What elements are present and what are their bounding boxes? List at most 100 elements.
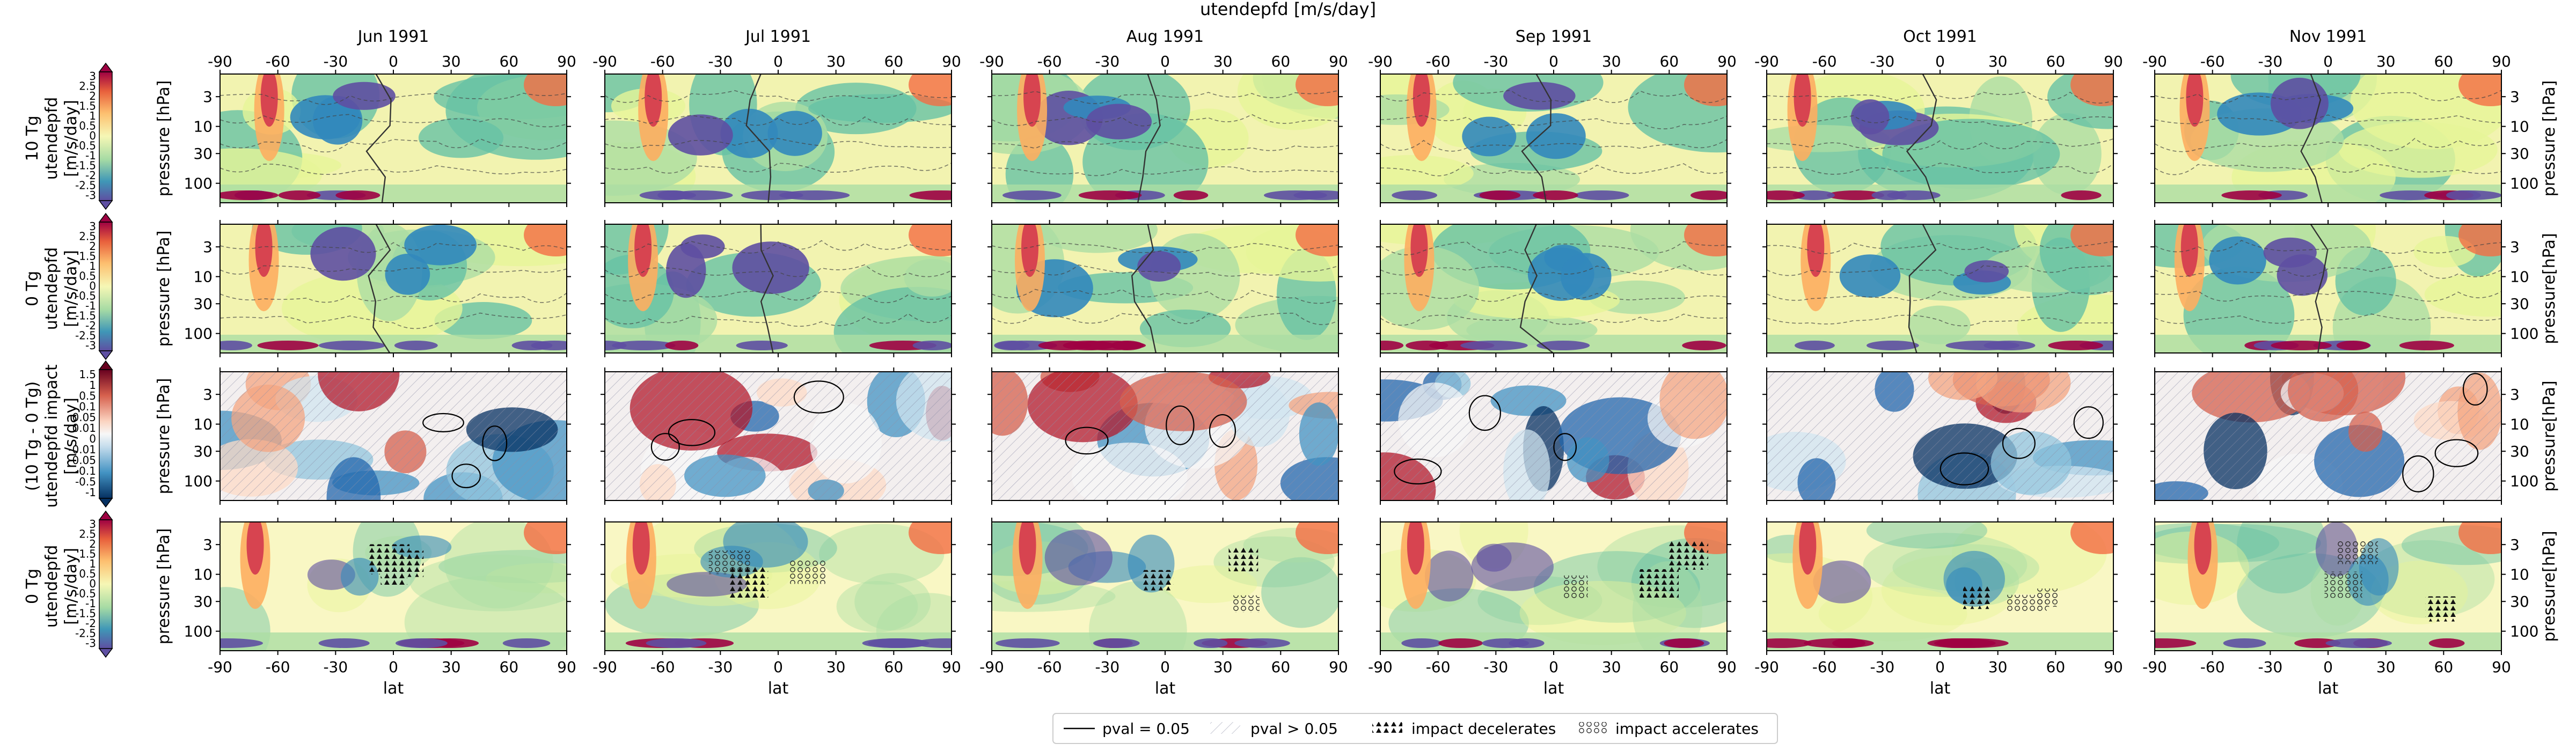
- colorbar-tick-label: 0.5: [79, 120, 96, 132]
- colorbar-tick-label: -2.5: [75, 179, 96, 192]
- field-jet-core: [1023, 74, 1041, 127]
- y-tick-label: 30: [193, 145, 213, 163]
- y-tick-label-right: 3: [2510, 238, 2520, 256]
- field-blob: [410, 554, 567, 612]
- panel: [216, 367, 571, 505]
- stipple: [2337, 540, 2378, 564]
- field-core: [404, 224, 477, 266]
- field-band-cell: [2221, 190, 2282, 200]
- colorbar-label: [m/s/day]: [62, 100, 80, 177]
- x-tick-label: -90: [592, 658, 617, 676]
- field-jet-core: [1021, 224, 1039, 277]
- field-core: [310, 226, 376, 281]
- contour-zero: [2310, 224, 2329, 353]
- x-tick-label-top: 90: [942, 53, 961, 70]
- stipple: [729, 566, 769, 599]
- x-tick-label-top: 90: [2104, 53, 2123, 70]
- field-band-cell: [2325, 638, 2392, 648]
- contour-line: [220, 292, 567, 303]
- x-tick-label-top: 90: [1329, 53, 1348, 70]
- field-band: [220, 185, 567, 203]
- stipple: [390, 550, 424, 577]
- x-tick-label: 60: [2046, 658, 2066, 676]
- colorbar-tick-label: 1: [89, 557, 96, 570]
- colorbar-extend-top: [98, 62, 113, 72]
- colorbar-tick-label: 1: [89, 379, 96, 392]
- field-warm: [1296, 224, 1338, 256]
- colorbar-tick-label: -0.5: [75, 475, 96, 488]
- contour-line: [2155, 290, 2501, 302]
- colorbar-extend-top: [98, 510, 113, 520]
- column-title: Aug 1991: [1126, 27, 1204, 46]
- contour-zero: [1908, 224, 1937, 353]
- panel: [2150, 367, 2506, 505]
- hatching: [605, 372, 952, 500]
- colorbar: [99, 519, 113, 649]
- field-band-cell: [220, 190, 279, 200]
- field-warm: [1296, 74, 1338, 106]
- field-jet-core: [634, 224, 652, 277]
- colorbar-tick-label: 2: [89, 538, 96, 550]
- colorbar-tick-label: -0.01: [68, 443, 96, 456]
- colorbar-tick-label: -2: [85, 169, 96, 182]
- field-warm: [1296, 522, 1338, 554]
- field-jet-core: [1807, 224, 1825, 277]
- field-core: [667, 572, 748, 597]
- field-core: [2270, 77, 2329, 129]
- field-band-cell: [2380, 190, 2443, 200]
- colorbar-tick-label: 0: [89, 577, 96, 590]
- field-band-cell: [665, 341, 699, 350]
- field-band-cell: [996, 638, 1060, 648]
- field-band-cell: [912, 341, 952, 350]
- field-core: [1137, 251, 1181, 282]
- colorbar: [99, 222, 113, 351]
- field-band-cell: [1194, 638, 1228, 648]
- x-tick-label: 90: [1329, 658, 1348, 676]
- x-tick-label-top: -30: [1870, 53, 1894, 70]
- y-axis-label: pressure [hPa]: [155, 378, 173, 495]
- contour-line: [2155, 264, 2501, 279]
- y-tick-label: 3: [203, 238, 213, 256]
- field-jet-core: [645, 74, 662, 127]
- panel: [216, 70, 571, 207]
- colorbar-label: utendepfd: [42, 247, 61, 330]
- stipple: [2324, 571, 2362, 598]
- field-band-cell: [1479, 190, 1521, 200]
- colorbar-tick-label: -1.5: [75, 159, 96, 172]
- y-tick-label-right: 10: [2510, 268, 2529, 286]
- contour-line: [605, 240, 952, 254]
- significance-contour: [668, 419, 716, 446]
- colorbar-tick-label: 0.05: [72, 411, 96, 424]
- contour-line: [1767, 314, 2113, 327]
- significance-contour: [2462, 373, 2488, 406]
- column-title: Jul 1991: [744, 27, 811, 46]
- field-warm: [909, 224, 952, 256]
- significance-contour: [482, 425, 508, 461]
- field-band-cell: [1792, 190, 1835, 200]
- contour-line: [1380, 292, 1727, 302]
- field-band-cell: [1234, 638, 1290, 648]
- x-tick-label: 30: [2376, 658, 2396, 676]
- x-tick-label-top: 90: [1717, 53, 1737, 70]
- x-tick-label-top: -90: [592, 53, 617, 70]
- colorbar-tick-label: 0: [89, 279, 96, 292]
- colorbar-tick-label: -1: [85, 486, 96, 499]
- legend-swatch-decelerate: [1372, 722, 1402, 734]
- field-jet-core: [2180, 224, 2198, 277]
- stipple: [1231, 595, 1260, 613]
- colorbar-tick-label: -0.5: [75, 587, 96, 600]
- field-warm: [1684, 74, 1727, 106]
- field-blob: [904, 259, 952, 297]
- colorbar-tick-label: -0.1: [75, 465, 96, 477]
- x-tick-label: 90: [557, 658, 576, 676]
- significance-contour: [1940, 452, 1989, 485]
- field-blob: [854, 573, 931, 631]
- panel: [1376, 367, 1731, 505]
- x-tick-label: -90: [979, 658, 1004, 676]
- contour-line: [605, 163, 952, 174]
- x-tick-label-top: 30: [1602, 53, 1621, 70]
- y-axis-label-right: pressure [hPa]: [2540, 80, 2559, 197]
- column-title: Oct 1991: [1903, 27, 1977, 46]
- contour-line: [1767, 138, 2113, 150]
